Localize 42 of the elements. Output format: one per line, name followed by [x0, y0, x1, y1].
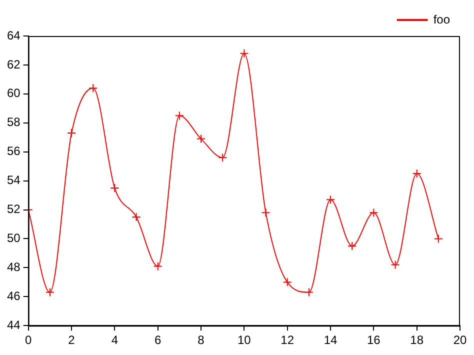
x-tick-label: 14 — [324, 333, 338, 348]
y-tick-label: 44 — [6, 318, 21, 332]
legend-label: foo — [433, 12, 450, 26]
point — [110, 184, 120, 193]
point — [261, 208, 270, 218]
point — [282, 278, 292, 287]
y-tick-label: 50 — [6, 231, 21, 246]
point — [434, 234, 443, 244]
point — [412, 169, 422, 178]
point — [348, 241, 357, 250]
point — [240, 48, 249, 58]
x-tick-label: 8 — [198, 333, 205, 348]
point — [45, 288, 54, 297]
x-tick-label: 0 — [25, 333, 32, 348]
y-tick-label: 52 — [6, 202, 21, 216]
y-tick-label: 54 — [6, 173, 21, 188]
y-tick-label: 48 — [6, 260, 21, 274]
point — [174, 111, 184, 120]
x-tick-label: 10 — [237, 333, 252, 348]
x-tick-label: 16 — [366, 333, 381, 348]
point — [88, 84, 98, 93]
point — [326, 195, 336, 204]
point — [218, 153, 228, 162]
x-tick-label: 20 — [453, 333, 467, 348]
point — [196, 134, 206, 144]
x-tick-label: 6 — [154, 333, 162, 348]
point — [304, 288, 314, 297]
y-tick-label: 64 — [6, 28, 21, 42]
point — [390, 260, 400, 270]
y-tick-label: 56 — [6, 144, 21, 158]
point — [153, 262, 162, 271]
y-tick-label: 60 — [6, 86, 21, 100]
y-tick-label: 58 — [6, 115, 21, 130]
x-tick-label: 18 — [410, 333, 424, 348]
point — [369, 208, 378, 218]
y-tick-label: 46 — [6, 288, 21, 303]
y-tick-label: 62 — [6, 57, 21, 72]
point — [132, 212, 141, 222]
point — [67, 128, 76, 138]
x-tick-label: 2 — [68, 333, 76, 348]
x-tick-label: 12 — [280, 333, 294, 348]
x-tick-label: 4 — [111, 333, 118, 348]
